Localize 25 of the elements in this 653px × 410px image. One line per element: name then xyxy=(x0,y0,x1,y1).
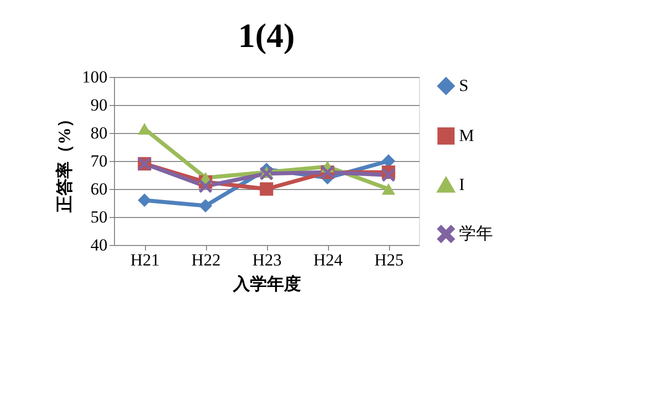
legend-label: M xyxy=(459,126,474,145)
x-tick-label: H22 xyxy=(191,250,221,270)
point xyxy=(198,199,212,213)
x-tick-label: H21 xyxy=(130,250,160,270)
y-tick-label: 90 xyxy=(90,96,108,114)
x-axis-title: 入学年度 xyxy=(232,274,301,294)
point xyxy=(198,179,212,193)
y-tick-label: 100 xyxy=(82,68,108,86)
x-tick-label: H23 xyxy=(252,250,282,270)
y-tick-label: 60 xyxy=(90,180,108,198)
y-tick-label: 70 xyxy=(90,152,108,170)
y-tick-label: 40 xyxy=(90,236,108,254)
point xyxy=(260,182,274,196)
point xyxy=(382,168,396,182)
x-tick-label: H25 xyxy=(374,250,404,270)
legend-label: S xyxy=(459,76,468,95)
legend-label: 学年 xyxy=(459,224,493,243)
chart-title: 1(4) xyxy=(238,18,295,55)
legend-label: I xyxy=(459,175,465,194)
x-tick-label: H24 xyxy=(313,250,344,270)
point xyxy=(138,193,152,207)
point xyxy=(382,183,396,195)
y-tick-label: 80 xyxy=(90,124,108,142)
y-axis-title: 正答率（%） xyxy=(55,110,74,214)
y-tick-label: 50 xyxy=(90,208,108,226)
